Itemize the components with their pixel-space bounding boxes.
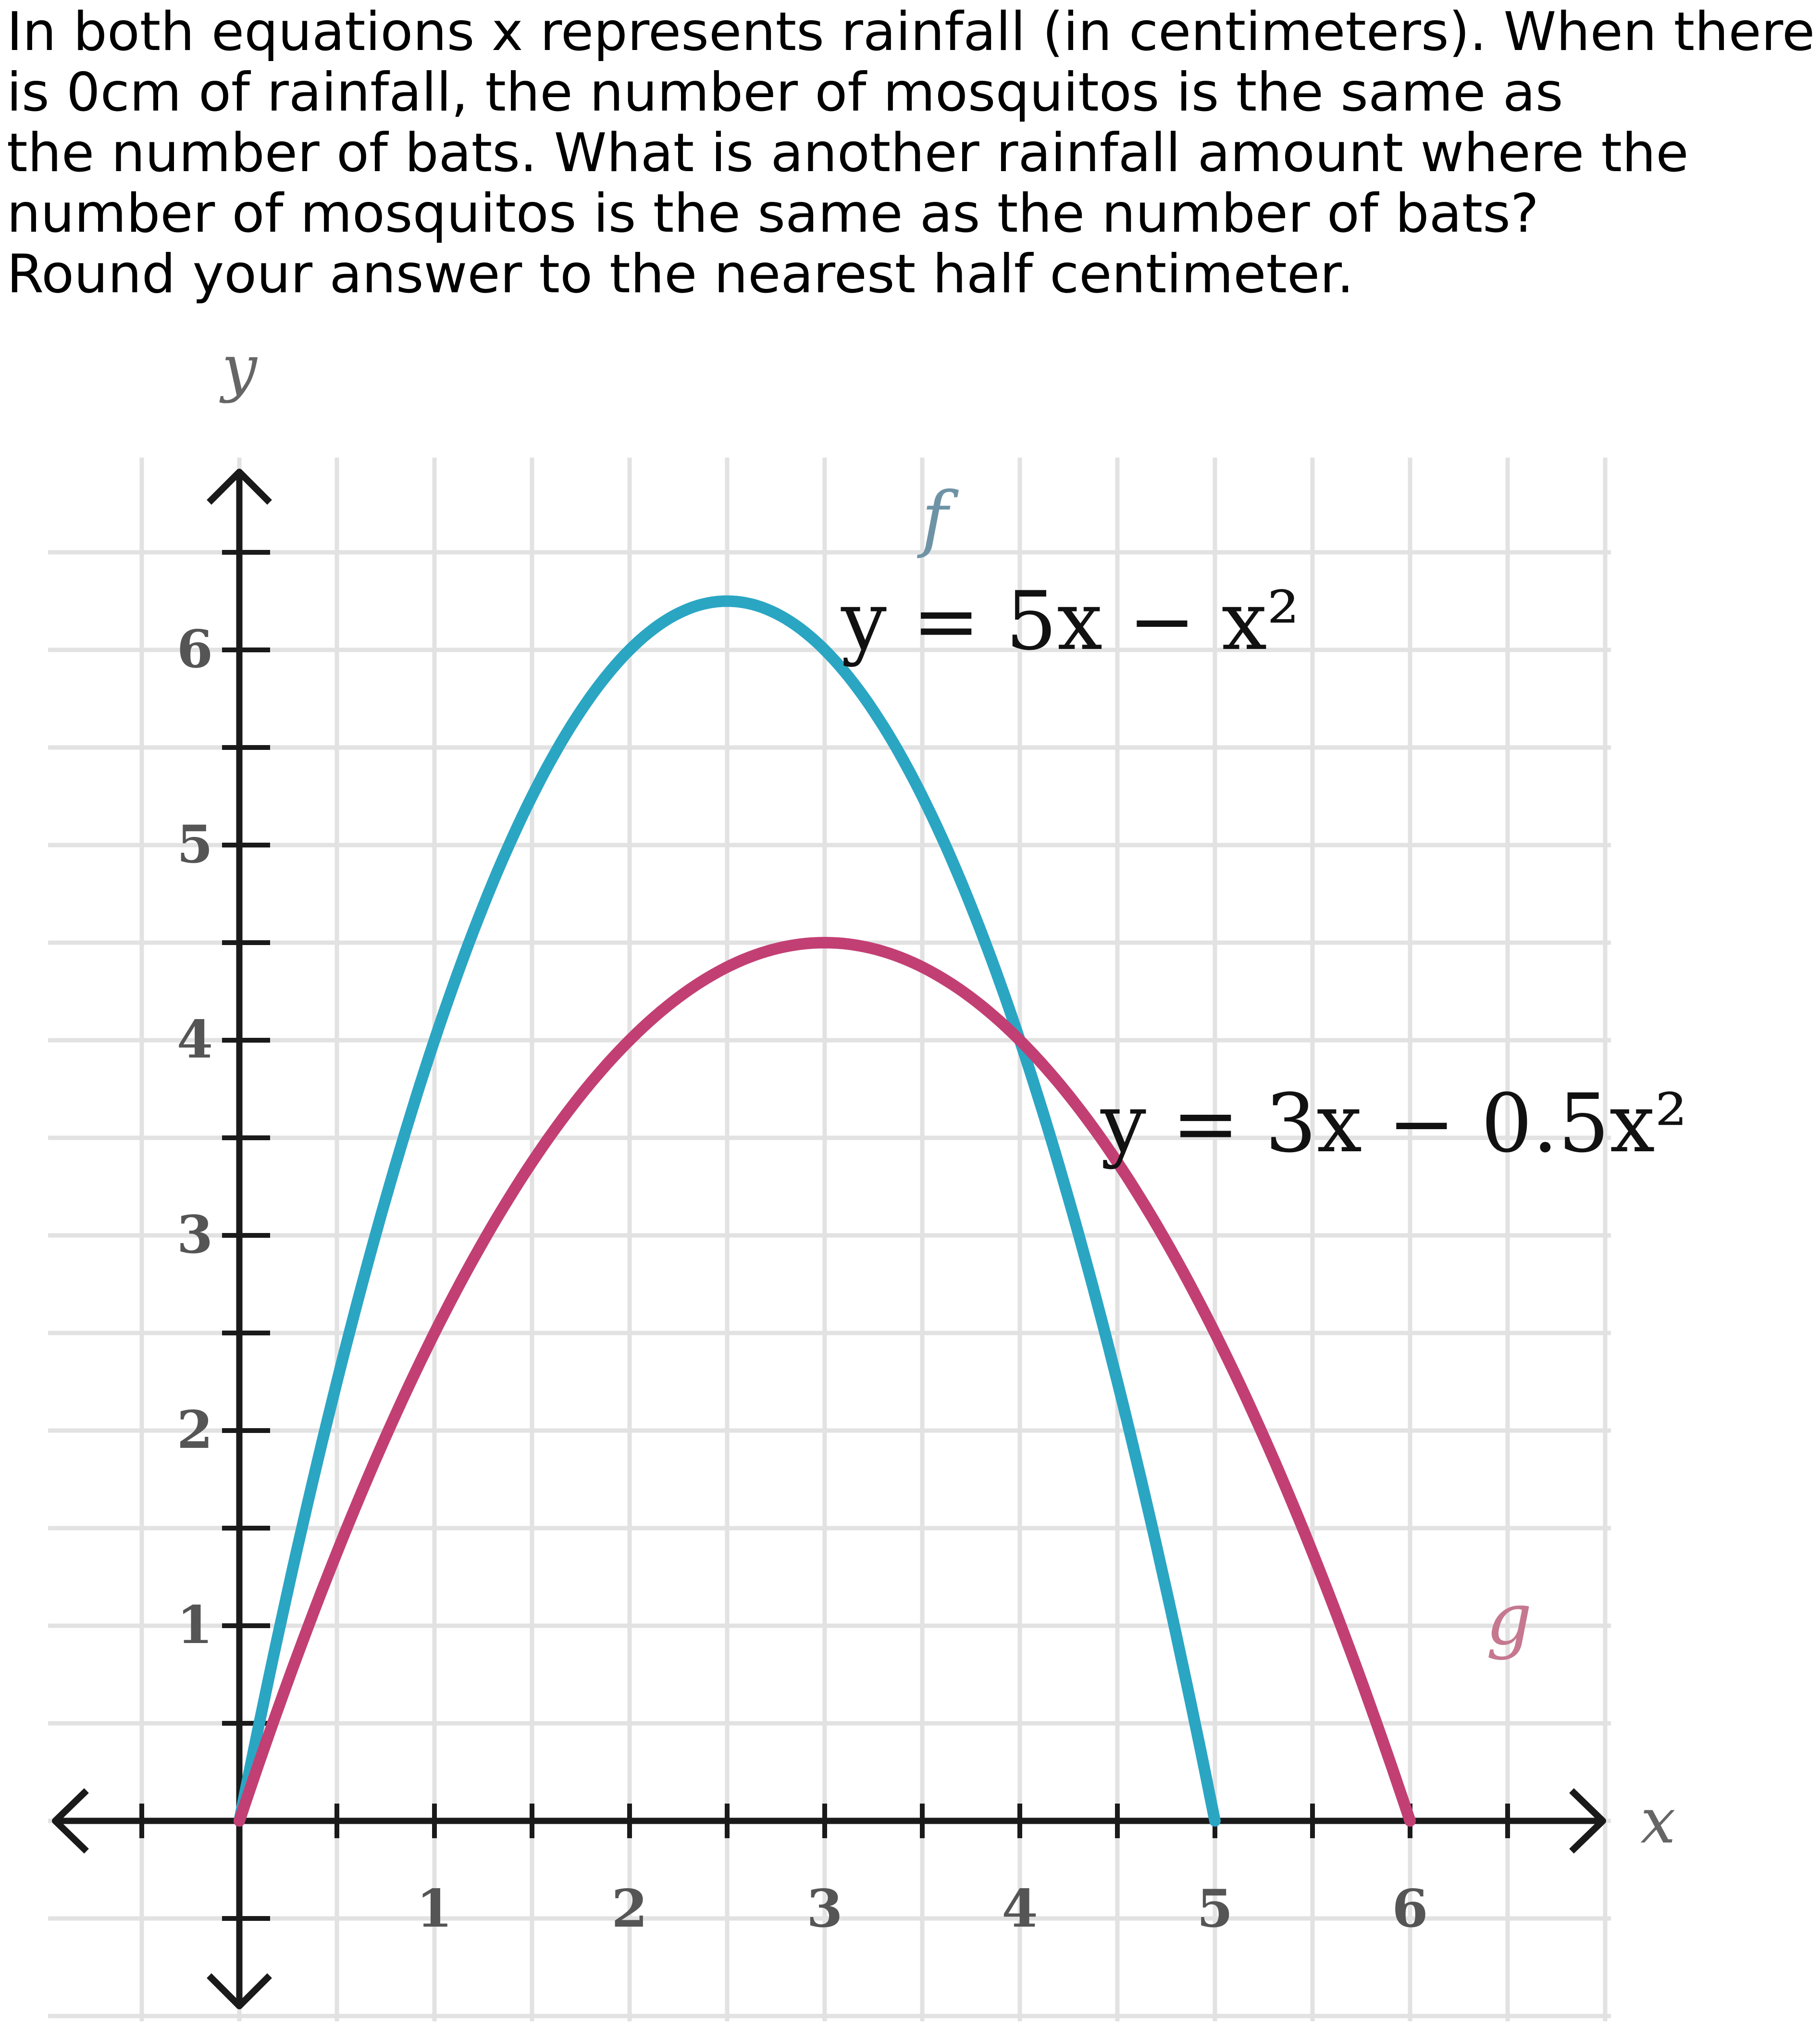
- axes: [52, 469, 1606, 2009]
- y-axis-down-arrow: [207, 1973, 272, 2009]
- grid: [48, 458, 1611, 2021]
- graph: 1 2 3 4 5 6 1 2 3 4 5 6 x y f g y = 5x − x² y = 3x − 0.5x…: [48, 336, 1687, 2021]
- x-axis-right-arrow: [1569, 1788, 1606, 1854]
- x-tick-label: 2: [611, 1879, 647, 1939]
- y-axis-label: y: [219, 336, 258, 404]
- y-tick-label: 2: [177, 1400, 213, 1460]
- x-axis-left-arrow: [52, 1788, 89, 1854]
- function-name-f: f: [916, 477, 959, 560]
- x-axis-label: x: [1640, 1784, 1675, 1857]
- y-tick-label: 6: [177, 619, 213, 680]
- x-tick-label: 6: [1392, 1879, 1428, 1939]
- x-tick-label: 4: [1002, 1879, 1038, 1939]
- y-tick-label: 5: [177, 814, 213, 875]
- question-line: is 0cm of rainfall, the number of mosqui…: [7, 62, 1563, 124]
- y-tick-label: 3: [177, 1205, 213, 1265]
- y-tick-label: 4: [177, 1009, 213, 1070]
- x-tick-label: 1: [416, 1879, 452, 1939]
- curve-f: [234, 595, 1221, 1827]
- function-name-g: g: [1486, 1578, 1532, 1661]
- equation-f: y = 5x − x²: [841, 574, 1300, 668]
- question-line: the number of bats. What is another rain…: [7, 122, 1689, 184]
- question-line: In both equations x represents rainfall …: [7, 1, 1815, 63]
- x-tick-label: 3: [806, 1879, 842, 1939]
- labels: 1 2 3 4 5 6 1 2 3 4 5 6 x y f g y = 5x − x² y = 3x − 0.5x…: [177, 336, 1687, 1939]
- y-tick-label: 1: [177, 1595, 213, 1656]
- question-line: Round your answer to the nearest half ce…: [7, 243, 1354, 305]
- curve-g: [234, 937, 1416, 1827]
- y-axis-up-arrow: [207, 469, 272, 505]
- curves: [234, 595, 1416, 1827]
- question-text: In both equations x represents rainfall …: [7, 2, 1819, 305]
- equation-g: y = 3x − 0.5x²: [1100, 1076, 1687, 1170]
- question-line: number of mosquitos is the same as the n…: [7, 183, 1539, 245]
- x-tick-label: 5: [1197, 1879, 1233, 1939]
